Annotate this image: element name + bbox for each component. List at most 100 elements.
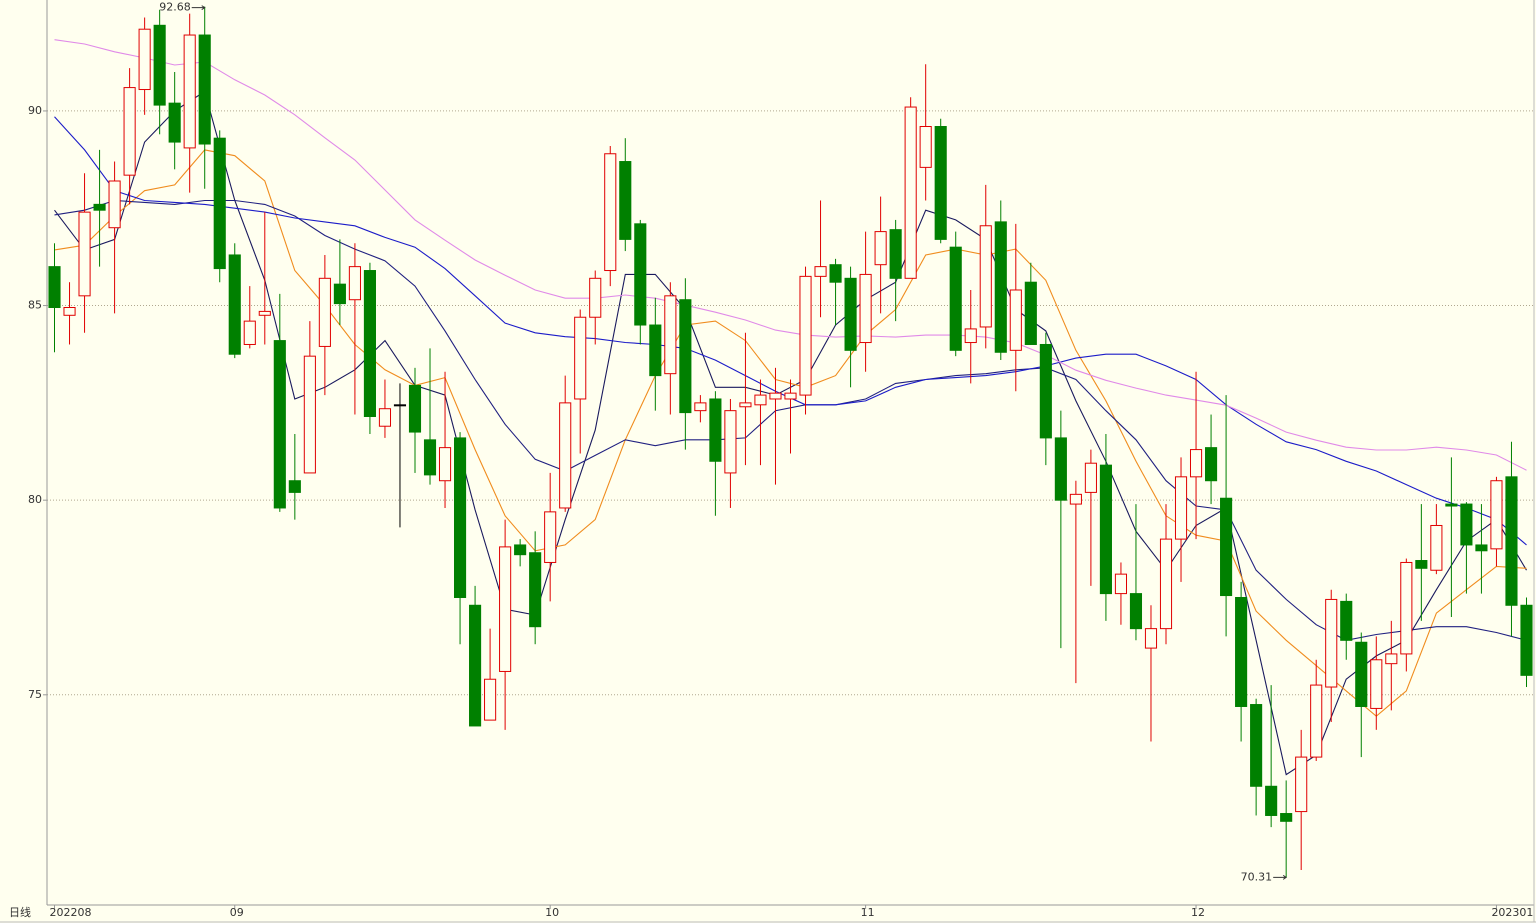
candle-body — [1129, 593, 1143, 630]
candle-body — [1280, 813, 1293, 822]
candle-body — [273, 340, 286, 509]
candle-body — [453, 437, 467, 598]
candle-body — [1355, 641, 1368, 707]
y-tick-label: 80 — [28, 493, 42, 506]
candle-body — [153, 24, 166, 106]
candle-body — [1084, 462, 1097, 493]
candle-body — [529, 552, 542, 628]
candle-body — [123, 87, 136, 176]
candle-body — [1370, 659, 1383, 709]
candle-body — [228, 254, 241, 355]
candle-body — [1400, 561, 1413, 655]
candle-body — [709, 398, 722, 462]
candle-body — [258, 310, 271, 316]
candle-body — [1220, 497, 1233, 597]
candle-body — [378, 408, 392, 427]
candle-body — [363, 270, 376, 417]
candle-body — [333, 283, 346, 305]
candle-body — [1415, 560, 1428, 569]
candle-body — [574, 316, 587, 400]
candle-body — [1024, 281, 1037, 345]
candle-body — [48, 266, 61, 309]
candle-body — [844, 277, 857, 351]
candle-layer — [48, 6, 1533, 878]
y-tick-label: 90 — [28, 104, 42, 117]
candle-body — [78, 211, 91, 297]
candle-body — [934, 126, 947, 240]
grid-layer — [47, 110, 1534, 696]
candle-body — [964, 328, 977, 344]
candle-body — [138, 28, 151, 91]
candle-body — [559, 402, 572, 509]
candle-body — [1144, 628, 1158, 649]
candle-body — [679, 299, 692, 414]
candle-body — [544, 511, 557, 563]
candle-body — [769, 392, 782, 400]
candle-body — [814, 266, 827, 277]
candle-body — [889, 229, 902, 279]
candle-body — [1250, 704, 1263, 787]
x-tick-label: 10 — [545, 906, 559, 919]
candle-body — [904, 106, 917, 279]
candle-body — [724, 410, 737, 474]
candle-body — [1099, 464, 1112, 595]
x-tick-label: 09 — [230, 906, 244, 919]
candle-body — [1505, 476, 1518, 606]
candle-body — [1445, 503, 1458, 507]
candle-body — [1475, 544, 1488, 552]
x-tick-label: 11 — [861, 906, 875, 919]
candle-body — [1265, 785, 1278, 816]
candle-body — [499, 546, 512, 672]
candle-body — [784, 392, 797, 400]
high-label: 92.68 — [159, 1, 191, 14]
candle-body — [1340, 600, 1353, 641]
candle-body — [408, 384, 422, 433]
candle-body — [1520, 604, 1533, 676]
candle-body — [1009, 289, 1022, 351]
candle-body — [1174, 476, 1188, 540]
candle-body — [994, 221, 1007, 353]
candle-body — [1310, 684, 1323, 758]
candle-body — [243, 320, 256, 345]
candle-body — [183, 34, 196, 149]
candle-body — [288, 480, 301, 493]
candle-body — [514, 544, 527, 556]
low-arrow — [1273, 874, 1288, 880]
axis-layer: 75 80 85 90 202208 09 10 11 12 202301 92.68 70.31 — [28, 1, 1533, 919]
candle-body — [198, 34, 211, 145]
candle-body — [393, 404, 407, 407]
candle-body — [348, 266, 361, 301]
candle-body — [1235, 596, 1248, 707]
candle-body — [1490, 480, 1503, 550]
candle-body — [1114, 573, 1128, 595]
candle-body — [168, 102, 181, 143]
candle-body — [63, 307, 76, 316]
candle-body — [1295, 756, 1308, 813]
candle-body — [1159, 538, 1173, 630]
x-tick-label: 202301 — [1491, 906, 1533, 919]
candle-body — [1430, 524, 1443, 571]
candle-body — [979, 225, 992, 328]
candle-body — [1054, 437, 1067, 501]
candle-body — [589, 277, 602, 318]
candle-body — [874, 231, 887, 266]
candle-body — [634, 223, 647, 326]
candle-body — [469, 604, 482, 727]
candle-body — [619, 161, 632, 240]
candle-body — [318, 277, 331, 347]
candle-body — [829, 264, 842, 283]
moving-average-line — [54, 39, 1527, 471]
candle-body — [919, 126, 932, 168]
candle-body — [799, 275, 812, 396]
candle-body — [949, 246, 962, 351]
period-label: 日线 — [9, 905, 31, 919]
candle-body — [484, 678, 497, 721]
candle-body — [1189, 449, 1203, 478]
candle-body — [213, 137, 226, 270]
high-arrow — [191, 5, 206, 11]
candle-body — [303, 355, 316, 474]
candle-body — [859, 273, 872, 344]
candle-body — [1385, 653, 1398, 665]
candle-body — [1039, 343, 1052, 439]
